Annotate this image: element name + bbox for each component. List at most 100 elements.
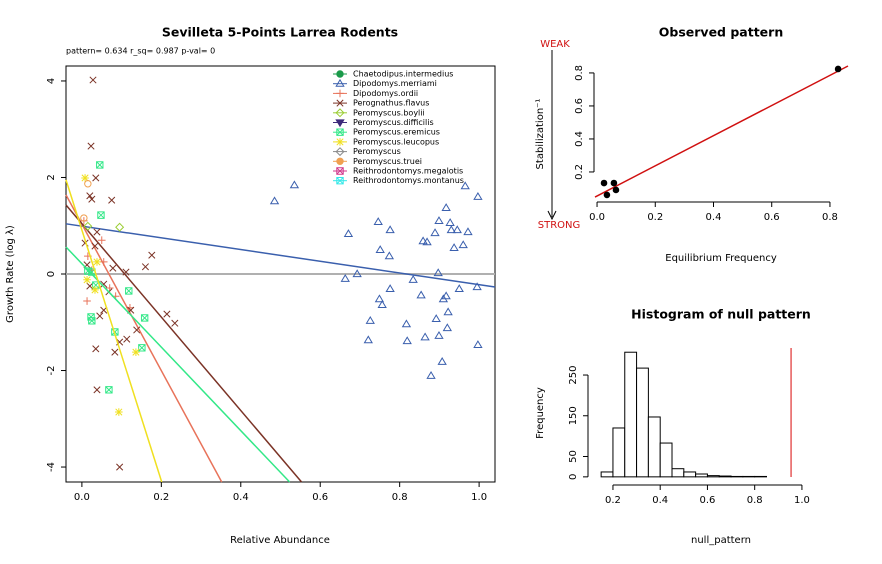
x-tick-label: 0.2 (605, 495, 621, 506)
point (600, 179, 608, 187)
point (385, 284, 395, 293)
point (473, 340, 483, 349)
annotation: STRONG (538, 220, 581, 231)
point (441, 203, 451, 211)
legend-marker (336, 128, 344, 136)
point (122, 268, 130, 276)
point (91, 242, 99, 250)
point (86, 282, 94, 290)
legend-label: Reithrodontomys.megalotis (353, 167, 463, 176)
x-tick-label: 0.8 (822, 212, 838, 223)
point (430, 228, 440, 237)
point (87, 142, 95, 150)
legend-label: Peromyscus.eremicus (353, 128, 440, 137)
x-tick-label: 1.0 (471, 492, 487, 503)
point (111, 348, 119, 356)
histogram-bar (647, 416, 661, 478)
point (289, 180, 300, 189)
x-tick-label: 0.8 (747, 495, 763, 506)
y-tick-label: -4 (46, 462, 57, 472)
x-tick-label: 0.0 (74, 492, 90, 503)
y-axis-label: Frequency (535, 387, 546, 439)
y-tick-label: 0 (46, 271, 57, 277)
point (422, 237, 432, 246)
point (83, 297, 91, 305)
y-tick-label: 0 (568, 474, 579, 480)
point (473, 192, 483, 200)
legend-label: Chaetodipus.intermedius (353, 70, 453, 79)
point (433, 268, 443, 277)
legend-marker (335, 119, 345, 128)
x-tick-label: 0.2 (153, 492, 169, 503)
legend-marker (336, 167, 344, 175)
legend-label: Peromyscus.truei (353, 157, 422, 166)
x-tick-label: 0.6 (764, 212, 780, 223)
point (834, 65, 842, 73)
point (443, 307, 453, 316)
x-axis-label: Relative Abundance (230, 535, 330, 546)
point (472, 282, 482, 291)
point (141, 263, 149, 271)
chart-title: Observed pattern (659, 25, 783, 40)
point (365, 316, 375, 324)
point (171, 319, 179, 327)
point (105, 386, 113, 394)
x-tick-label: 0.4 (233, 492, 249, 503)
y-tick-label: 2 (46, 174, 57, 180)
legend-label: Reithrodontomys.montanus (353, 176, 464, 185)
point (86, 192, 94, 200)
legend-label: Peromyscus (353, 147, 401, 156)
chart-title: Histogram of null pattern (631, 307, 811, 322)
fit-line (65, 204, 303, 483)
x-tick-label: 0.4 (706, 212, 722, 223)
point (89, 76, 97, 84)
legend-marker (336, 70, 344, 78)
point (116, 463, 124, 471)
point (446, 225, 456, 234)
legend-label: Peromyscus.leucopus (353, 137, 439, 146)
point (96, 161, 104, 169)
point (375, 245, 385, 253)
point (458, 240, 468, 249)
x-tick-label: 0.0 (589, 212, 605, 223)
point (163, 310, 171, 318)
point (100, 280, 108, 288)
fit-line (65, 179, 163, 483)
arrow-head (547, 210, 557, 221)
point (83, 221, 93, 231)
point (603, 191, 611, 199)
point (441, 291, 451, 300)
point (340, 274, 350, 282)
point (416, 290, 426, 299)
y-tick-label: 0.4 (574, 131, 585, 147)
point (92, 174, 100, 182)
x-tick-label: 1.0 (794, 495, 810, 506)
point (88, 317, 96, 325)
x-axis-label: Equilibrium Frequency (665, 253, 777, 264)
point (343, 229, 354, 238)
point (454, 284, 464, 293)
legend-marker (335, 78, 345, 87)
legend-label: Peromyscus.difficilis (353, 118, 434, 127)
x-tick-label: 0.2 (647, 212, 663, 223)
histogram-bar (706, 475, 720, 478)
fit-line (594, 65, 849, 198)
fit-line (65, 223, 496, 288)
legend-label: Dipodomys.merriami (353, 79, 437, 88)
point (93, 258, 101, 266)
point (80, 214, 88, 222)
legend-marker (336, 99, 344, 107)
y-tick-label: -2 (46, 366, 57, 376)
y-tick-label: 150 (568, 406, 579, 425)
y-tick-label: 0.2 (574, 164, 585, 180)
point (363, 335, 373, 344)
point (449, 243, 459, 252)
point (81, 174, 89, 182)
point (610, 179, 618, 187)
point (123, 335, 131, 343)
y-axis-label: Stabilization⁻¹ (535, 99, 546, 170)
point (115, 408, 123, 416)
legend-marker (336, 138, 344, 146)
fit-line (65, 246, 291, 483)
